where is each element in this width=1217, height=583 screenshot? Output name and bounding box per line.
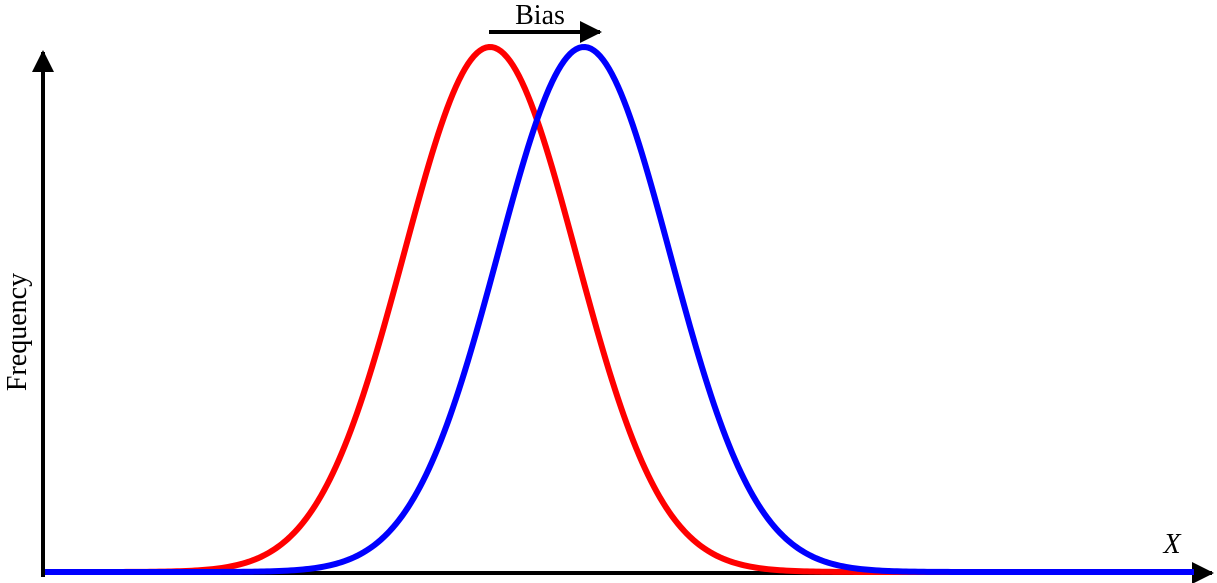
x-axis-label: X (1162, 529, 1181, 560)
y-axis-label: Frequency (2, 273, 33, 391)
biased-distribution (45, 44, 1194, 575)
bias-label: Bias (515, 0, 565, 31)
original-distribution (45, 44, 1194, 575)
